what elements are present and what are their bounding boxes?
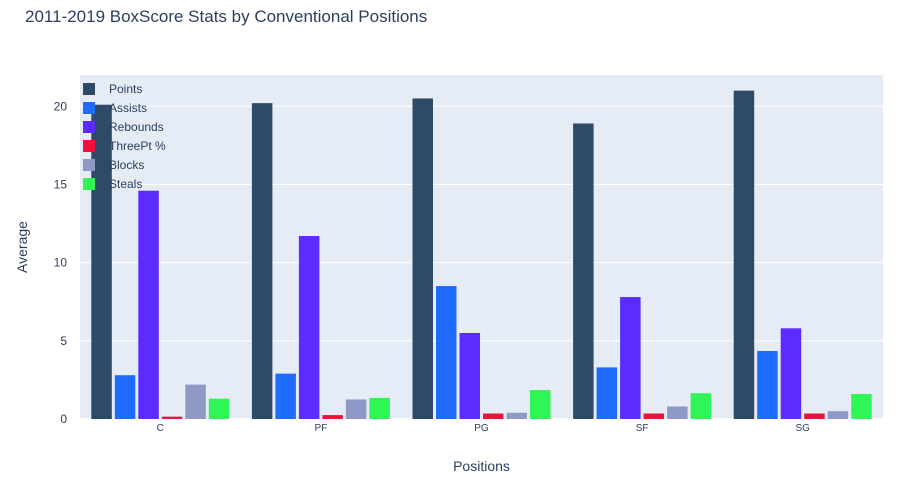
bar-blocks-c: [185, 384, 206, 419]
bar-threept--sg: [804, 413, 825, 419]
bar-threept--sf: [643, 413, 665, 419]
legend-swatch: [83, 159, 95, 171]
bar-steals-sf: [690, 393, 712, 419]
bar-threept--c: [161, 416, 183, 419]
bar-blocks-pg: [506, 412, 527, 419]
bar-points-pf: [251, 103, 273, 420]
bar-steals-pg: [530, 390, 551, 419]
bar-assists-sf: [596, 367, 618, 419]
bars-group: [91, 90, 872, 420]
x-tick-label: SF: [636, 423, 649, 434]
legend-swatch: [83, 140, 95, 152]
bar-rebounds-c: [138, 190, 159, 419]
x-tick-label: PF: [315, 423, 328, 434]
y-tick-label: 10: [54, 256, 68, 270]
y-tick-label: 0: [60, 412, 67, 426]
bar-points-sf: [573, 123, 594, 420]
bar-assists-pg: [436, 286, 457, 419]
bar-blocks-sg: [827, 411, 849, 419]
x-axis-ticks: C PF PG SF SG: [157, 423, 810, 434]
bar-steals-sg: [851, 393, 872, 419]
bar-points-c: [91, 104, 112, 419]
x-tick-label: C: [157, 423, 164, 434]
bar-rebounds-pf: [298, 236, 320, 419]
legend-item-label: Assists: [109, 101, 147, 115]
chart-title: 2011-2019 BoxScore Stats by Conventional…: [25, 7, 428, 26]
bar-rebounds-pg: [459, 333, 480, 419]
bar-assists-c: [114, 375, 136, 419]
y-tick-label: 20: [54, 99, 68, 113]
y-axis-ticks: 0 5 10 15 20: [54, 99, 68, 426]
y-tick-label: 5: [60, 334, 67, 348]
x-tick-label: PG: [474, 423, 489, 434]
bar-steals-c: [208, 398, 230, 419]
bar-assists-pf: [275, 373, 296, 419]
legend-item-label: Steals: [109, 177, 142, 191]
legend-item-label: ThreePt %: [109, 139, 166, 153]
legend-item-label: Rebounds: [109, 120, 164, 134]
bar-blocks-sf: [667, 406, 688, 419]
x-tick-label: SG: [795, 423, 810, 434]
legend-item-label: Blocks: [109, 158, 144, 172]
y-axis-title: Average: [14, 221, 30, 273]
legend: Points Assists Rebounds ThreePt % Blocks Stea…: [83, 82, 166, 191]
x-axis-title: Positions: [453, 458, 510, 474]
legend-swatch: [83, 102, 95, 114]
bar-threept--pf: [322, 415, 343, 419]
legend-swatch: [83, 178, 95, 190]
legend-swatch: [83, 83, 95, 95]
legend-swatch: [83, 121, 95, 133]
bar-steals-pf: [369, 397, 390, 419]
bar-points-sg: [733, 90, 755, 420]
bar-rebounds-sg: [780, 328, 802, 419]
y-tick-label: 15: [54, 177, 68, 191]
bar-blocks-pf: [345, 399, 367, 419]
bar-threept--pg: [483, 413, 504, 419]
bar-assists-sg: [757, 350, 778, 419]
bar-rebounds-sf: [620, 297, 641, 419]
bar-points-pg: [412, 98, 433, 420]
legend-item-label: Points: [109, 82, 142, 96]
